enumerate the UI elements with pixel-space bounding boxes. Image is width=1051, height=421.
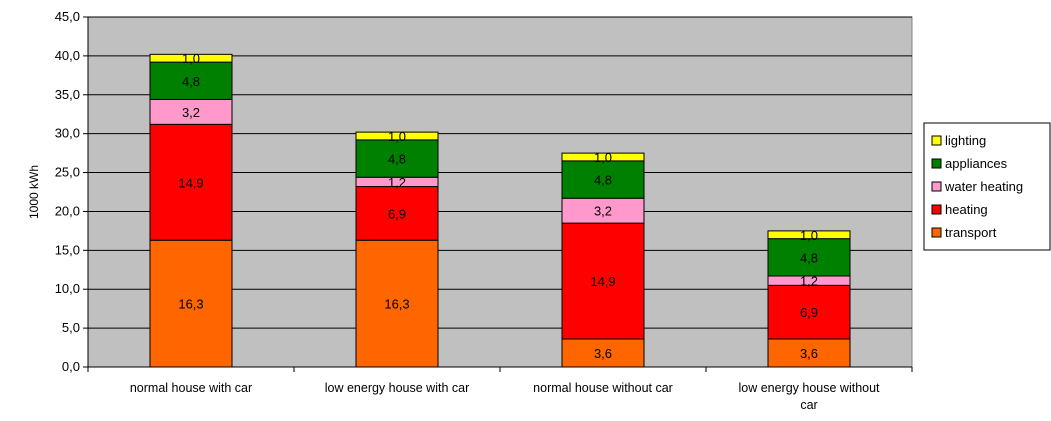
y-axis-title: 1000 kWh bbox=[27, 165, 41, 219]
legend-swatch bbox=[931, 135, 942, 146]
bar-segment-heating bbox=[561, 222, 645, 340]
data-label: 16,3 bbox=[178, 297, 203, 312]
y-tick-label: 40,0 bbox=[55, 48, 80, 63]
y-tick-label: 20,0 bbox=[55, 203, 80, 218]
data-label: 1,0 bbox=[388, 129, 406, 144]
legend-swatch bbox=[931, 227, 942, 238]
legend-swatch bbox=[931, 158, 942, 169]
data-label: 14,9 bbox=[590, 274, 615, 289]
legend-box bbox=[923, 122, 1051, 251]
data-label: 4,8 bbox=[182, 74, 200, 89]
bar-segment-appliances bbox=[561, 160, 645, 199]
legend-entry-label: heating bbox=[945, 202, 988, 217]
bar-segment-heating bbox=[149, 123, 233, 241]
y-tick-label: 0,0 bbox=[62, 359, 80, 374]
x-category-label: normal house with car bbox=[130, 381, 252, 395]
data-label: 1,0 bbox=[800, 228, 818, 243]
legend-swatch bbox=[931, 204, 942, 215]
data-label: 4,8 bbox=[594, 173, 612, 188]
x-category-label: low energy house without car bbox=[738, 381, 880, 412]
bar-segment-lighting bbox=[767, 230, 851, 240]
bar-segment-transport bbox=[355, 239, 439, 368]
x-category-label: normal house without car bbox=[533, 381, 673, 395]
y-tick-label: 45,0 bbox=[55, 9, 80, 24]
bar-segment-water-heating bbox=[561, 197, 645, 224]
y-tick-label: 35,0 bbox=[55, 87, 80, 102]
bar-segment-water-heating bbox=[149, 98, 233, 125]
bar-segment-appliances bbox=[355, 139, 439, 178]
legend-entry-label: water heating bbox=[944, 179, 1023, 194]
x-category-label: low energy house with car bbox=[325, 381, 470, 395]
data-label: 3,2 bbox=[182, 105, 200, 120]
data-label: 3,2 bbox=[594, 204, 612, 219]
bar-segment-appliances bbox=[767, 238, 851, 277]
data-labels: 16,3 14,9 3,2 4,8 1,0 16,3 6,9 1,2 4,8 1,0 3,6 14,9… bbox=[178, 51, 818, 361]
bar-segment-appliances bbox=[149, 61, 233, 100]
y-tick-label: 25,0 bbox=[55, 165, 80, 180]
bar-segment-lighting bbox=[561, 152, 645, 162]
data-label: 6,9 bbox=[388, 206, 406, 221]
legend-swatch bbox=[931, 181, 942, 192]
legend-entry-label: transport bbox=[945, 225, 997, 240]
legend-entry-label: appliances bbox=[945, 156, 1008, 171]
legend-entry-label: lighting bbox=[945, 133, 986, 148]
data-label: 3,6 bbox=[800, 346, 818, 361]
bar-segment-transport bbox=[149, 239, 233, 368]
data-label: 4,8 bbox=[800, 250, 818, 265]
data-label: 6,9 bbox=[800, 305, 818, 320]
data-label: 1,0 bbox=[594, 150, 612, 165]
y-tick-label: 10,0 bbox=[55, 281, 80, 296]
bars bbox=[149, 53, 851, 368]
bar-segment-lighting bbox=[149, 53, 233, 63]
bar-segment-heating bbox=[355, 186, 439, 241]
y-axis: 0,0 5,0 10,0 15,0 20,0 25,0 30,0 35,0 40,0 45,0 bbox=[55, 9, 89, 374]
y-tick-label: 5,0 bbox=[62, 320, 80, 335]
data-label: 14,9 bbox=[178, 175, 203, 190]
data-label: 1,2 bbox=[800, 274, 818, 289]
data-label: 4,8 bbox=[388, 152, 406, 167]
bar-segment-lighting bbox=[355, 131, 439, 141]
x-axis: normal house with car low energy house wi… bbox=[87, 366, 913, 412]
data-label: 1,0 bbox=[182, 51, 200, 66]
y-tick-label: 15,0 bbox=[55, 242, 80, 257]
data-label: 16,3 bbox=[384, 297, 409, 312]
legend: lighting appliances water heating heating tr… bbox=[923, 122, 1051, 251]
y-tick-label: 30,0 bbox=[55, 126, 80, 141]
data-label: 1,2 bbox=[388, 175, 406, 190]
data-label: 3,6 bbox=[594, 346, 612, 361]
bar-segment-transport bbox=[561, 338, 645, 368]
